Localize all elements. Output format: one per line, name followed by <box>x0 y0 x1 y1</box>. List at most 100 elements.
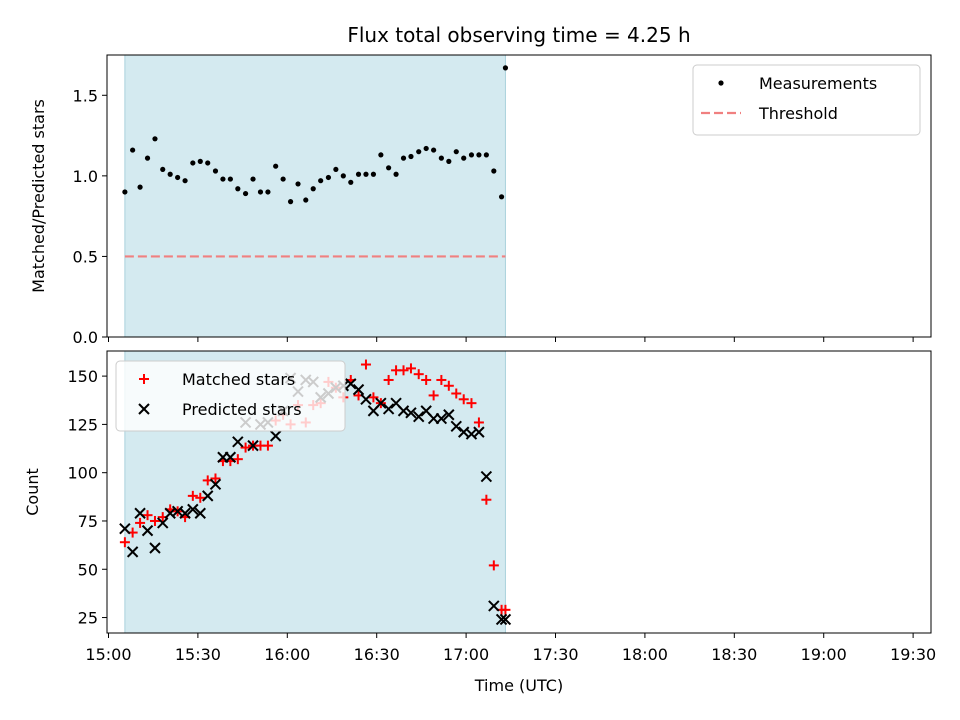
matched-star-point <box>398 365 409 376</box>
plot-frame <box>106 350 932 634</box>
measurement-point <box>144 155 151 161</box>
measurement-point <box>453 149 459 155</box>
plot-frame <box>106 54 932 338</box>
matched-star-point <box>195 492 206 503</box>
measurement-point <box>175 174 181 181</box>
predicted-star-point <box>375 397 387 409</box>
measurement-point <box>167 171 173 177</box>
x-stroke-b <box>450 420 462 433</box>
legend-label: Predicted stars <box>182 400 302 419</box>
measurement-point <box>205 160 211 166</box>
matched-star-point <box>466 398 477 409</box>
predicted-star-point <box>179 507 191 519</box>
predicted-star-point <box>209 478 222 490</box>
measurement-point <box>242 190 249 197</box>
matched-star-point <box>240 442 251 453</box>
measurement-point <box>483 152 489 158</box>
x-stroke-b <box>126 546 139 558</box>
measurement-point <box>340 173 346 179</box>
x-stroke-b <box>495 613 508 626</box>
x-stroke-b <box>465 428 478 440</box>
x-tick-label: 15:30 <box>175 645 221 664</box>
y-tick-label: 100 <box>67 464 98 483</box>
x-stroke-b <box>405 407 417 419</box>
predicted-star-point <box>443 409 455 421</box>
x-tick-label: 15:00 <box>85 645 131 664</box>
measurement-point <box>197 158 203 164</box>
measurement-point <box>400 155 407 161</box>
measurement-point <box>280 176 286 182</box>
predicted-star-point <box>134 507 146 519</box>
x-stroke-b <box>420 405 432 417</box>
x-stroke-b <box>149 542 161 554</box>
measurement-point <box>355 171 362 177</box>
predicted-star-point <box>119 522 131 535</box>
x-stroke-b <box>488 600 500 612</box>
y-tick-label: 1.5 <box>73 86 98 105</box>
y-axis-label: Count <box>23 468 42 516</box>
predicted-star-point <box>405 407 417 419</box>
measurement-point <box>446 158 452 164</box>
measurement-point <box>227 176 233 182</box>
predicted-star-point <box>450 420 462 433</box>
predicted-star-point <box>480 470 493 483</box>
x-tick-label: 16:00 <box>264 645 310 664</box>
measurement-point <box>130 147 136 153</box>
predicted-star-point <box>269 430 282 442</box>
predicted-star-point <box>495 613 508 626</box>
matched-star-point <box>210 473 221 484</box>
measurement-point <box>423 145 429 152</box>
x-stroke-b <box>480 470 493 483</box>
x-stroke-b <box>413 410 425 423</box>
legend-box <box>115 360 346 432</box>
matched-star-point <box>119 537 130 548</box>
x-stroke-b <box>202 490 214 502</box>
measurement-point <box>182 178 188 184</box>
chart-title: Flux total observing time = 4.25 h <box>347 23 690 47</box>
matched-star-point <box>413 369 424 380</box>
matched-star-point <box>232 454 243 465</box>
measurement-point <box>386 165 392 171</box>
matched-star-point <box>262 440 273 451</box>
measurement-point <box>370 171 377 177</box>
legend: Matched stars Predicted stars <box>115 360 346 432</box>
matched-star-point <box>187 490 198 501</box>
bottom-panel: 25 50 75 100 125 150 15:00 15:30 16:00 16:30 17:00… <box>23 350 936 664</box>
legend-box <box>692 64 921 136</box>
x-stroke-b <box>390 397 402 409</box>
measurement-point <box>265 189 271 195</box>
x-stroke-b <box>187 503 199 516</box>
x-stroke-b <box>194 507 206 519</box>
matched-star-point <box>149 515 160 526</box>
measurement-point <box>273 163 279 169</box>
x-tick-label: 19:00 <box>801 645 847 664</box>
predicted-star-point <box>126 546 139 558</box>
x-stroke-b <box>375 397 387 409</box>
measurement-point <box>190 160 196 166</box>
x-stroke-b <box>345 378 357 390</box>
x-tick-label: 17:30 <box>532 645 578 664</box>
x-stroke-b <box>138 403 150 415</box>
predicted-star-point <box>187 503 199 516</box>
y-tick-label: 1.0 <box>73 167 98 186</box>
x-stroke-b <box>134 507 146 519</box>
x-tick-label: 19:30 <box>890 645 936 664</box>
x-stroke-b <box>224 451 237 463</box>
measurement-point <box>235 186 241 192</box>
x-stroke-b <box>473 426 485 438</box>
measurement-point <box>461 155 467 161</box>
predicted-star-point <box>232 436 244 448</box>
measurement-point <box>491 168 497 174</box>
x-stroke-b <box>499 613 512 626</box>
x-tick-label: 17:00 <box>443 645 489 664</box>
legend-marker-swatch <box>138 403 150 415</box>
y-tick-label: 75 <box>78 512 98 531</box>
legend-label: Measurements <box>759 74 877 93</box>
measurement-point <box>416 149 422 155</box>
legend-marker-swatch <box>139 374 149 384</box>
predicted-star-point <box>413 410 425 423</box>
matched-star-point <box>368 392 379 403</box>
matched-star-point <box>436 374 447 385</box>
x-stroke-b <box>157 517 169 529</box>
